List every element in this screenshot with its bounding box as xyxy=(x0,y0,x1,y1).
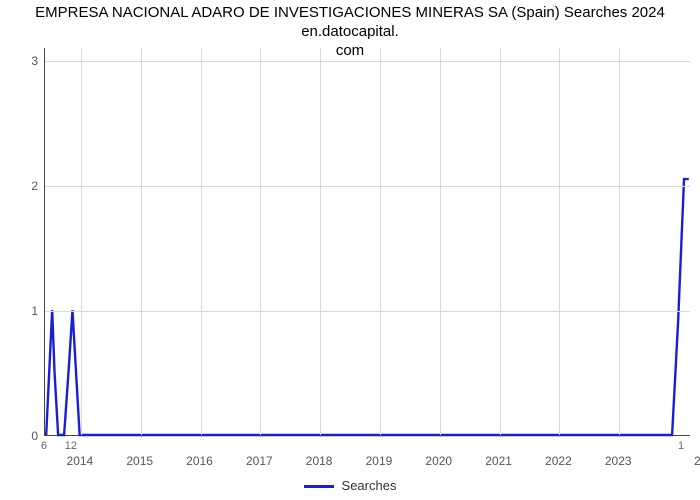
x-minor-label: 1 xyxy=(678,440,684,452)
x-tick-label: 2023 xyxy=(605,454,632,468)
legend: Searches xyxy=(0,478,700,493)
gridline-h xyxy=(45,61,690,62)
x-minor-label: 12 xyxy=(65,440,77,452)
gridline-h xyxy=(45,311,690,312)
chart-title-line1: EMPRESA NACIONAL ADARO DE INVESTIGACIONE… xyxy=(35,4,665,40)
x-tick-label: 2017 xyxy=(246,454,273,468)
gridline-v xyxy=(260,48,261,435)
x-tick-label: 2022 xyxy=(545,454,572,468)
x-tick-label: 2018 xyxy=(306,454,333,468)
gridline-h xyxy=(45,186,690,187)
y-tick-label: 0 xyxy=(14,429,38,443)
x-tick-label: 2021 xyxy=(485,454,512,468)
y-tick-label: 2 xyxy=(14,179,38,193)
searches-line-chart: EMPRESA NACIONAL ADARO DE INVESTIGACIONE… xyxy=(0,0,700,500)
gridline-v xyxy=(320,48,321,435)
gridline-v xyxy=(500,48,501,435)
y-tick-label: 1 xyxy=(14,304,38,318)
x-tick-label-partial: 202 xyxy=(694,454,700,468)
gridline-v xyxy=(201,48,202,435)
gridline-v xyxy=(81,48,82,435)
x-tick-label: 2014 xyxy=(67,454,94,468)
gridline-v xyxy=(380,48,381,435)
gridline-v xyxy=(141,48,142,435)
gridline-v xyxy=(559,48,560,435)
x-tick-label: 2019 xyxy=(366,454,393,468)
x-tick-label: 2015 xyxy=(126,454,153,468)
gridline-v xyxy=(619,48,620,435)
x-tick-label: 2020 xyxy=(425,454,452,468)
x-minor-label: 6 xyxy=(41,440,47,452)
x-tick-label: 2016 xyxy=(186,454,213,468)
plot-area xyxy=(44,48,690,436)
y-tick-label: 3 xyxy=(14,54,38,68)
legend-swatch xyxy=(304,485,334,488)
series-line xyxy=(45,48,690,435)
gridline-v xyxy=(440,48,441,435)
legend-label: Searches xyxy=(342,478,397,493)
